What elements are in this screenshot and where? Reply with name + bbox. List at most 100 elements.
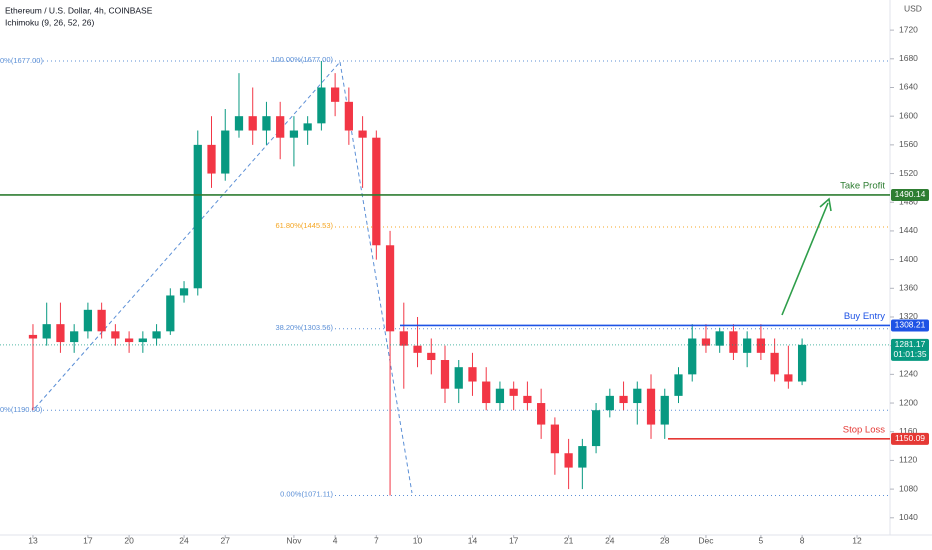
candle-body bbox=[523, 395, 532, 404]
candle-body bbox=[97, 309, 106, 332]
candle-body bbox=[427, 352, 436, 361]
candle-body bbox=[56, 324, 65, 343]
currency-label: USD bbox=[904, 3, 922, 13]
fib-label: 100.00%(1677.00) bbox=[271, 55, 333, 64]
candle-body bbox=[619, 395, 628, 404]
x-tick-label: 17 bbox=[83, 535, 93, 545]
y-tick-label: 1560 bbox=[899, 139, 918, 149]
x-tick-label: 4 bbox=[333, 535, 338, 545]
x-tick-label: 27 bbox=[221, 535, 231, 545]
candle-body bbox=[715, 331, 724, 346]
candle-body bbox=[70, 331, 79, 343]
candle-body bbox=[688, 338, 697, 375]
fib-label: 0%(1190.00) bbox=[0, 405, 43, 414]
fib-label: 0%(1677.00) bbox=[0, 56, 43, 65]
y-tick-label: 1600 bbox=[899, 110, 918, 120]
x-tick-label: 13 bbox=[28, 535, 38, 545]
price-tag-label: 1308.21 bbox=[895, 320, 926, 330]
level-name: Buy Entry bbox=[844, 311, 885, 322]
candle-body bbox=[152, 331, 161, 339]
indicator-label: Ichimoku (9, 26, 52, 26) bbox=[5, 17, 94, 27]
candle-body bbox=[234, 116, 244, 131]
x-tick-label: 24 bbox=[179, 535, 189, 545]
y-tick-label: 1320 bbox=[899, 311, 918, 321]
y-tick-label: 1360 bbox=[899, 283, 918, 293]
candle-body bbox=[660, 395, 669, 425]
x-tick-label: Nov bbox=[286, 535, 302, 545]
candle-body bbox=[207, 144, 216, 174]
x-tick-label: 20 bbox=[124, 535, 134, 545]
countdown-label: 01:01:35 bbox=[893, 349, 926, 359]
price-tag bbox=[891, 338, 929, 361]
candle-body bbox=[111, 331, 120, 339]
x-tick-label: 12 bbox=[852, 535, 862, 545]
projection-arrow bbox=[781, 202, 829, 316]
y-tick-label: 1240 bbox=[899, 369, 918, 379]
candle-body bbox=[344, 101, 353, 131]
y-tick-label: 1400 bbox=[899, 254, 918, 264]
candle-body bbox=[289, 130, 299, 138]
y-tick-label: 1680 bbox=[899, 53, 918, 63]
candle-body bbox=[633, 388, 642, 404]
candle-body bbox=[729, 331, 738, 353]
candle-body bbox=[468, 367, 477, 382]
candle-body bbox=[578, 446, 587, 468]
candle-body bbox=[262, 116, 271, 131]
candle-body bbox=[372, 137, 381, 246]
candle-body bbox=[221, 130, 230, 174]
price-tag bbox=[891, 432, 929, 445]
x-tick-label: 14 bbox=[468, 535, 478, 545]
candle-body bbox=[770, 352, 779, 375]
candle-body bbox=[83, 309, 93, 332]
projection-arrow-head bbox=[819, 197, 832, 212]
x-tick-label: Dec bbox=[698, 535, 714, 545]
y-tick-label: 1080 bbox=[899, 483, 918, 493]
x-tick-label: 7 bbox=[374, 535, 379, 545]
y-tick-label: 1720 bbox=[899, 24, 918, 34]
candle-body bbox=[179, 288, 189, 296]
price-tag-label: 1490.14 bbox=[895, 189, 926, 199]
fib-label: 38.20%(1303.56) bbox=[275, 323, 333, 332]
y-tick-label: 1640 bbox=[899, 82, 918, 92]
candle-body bbox=[591, 410, 601, 447]
candle-body bbox=[537, 403, 546, 425]
fib-label: 0.00%(1071.11) bbox=[280, 489, 333, 498]
fib-label: 61.80%(1445.53) bbox=[275, 221, 333, 230]
x-tick-label: 8 bbox=[800, 535, 805, 545]
candle-body bbox=[166, 295, 175, 332]
candle-body bbox=[564, 453, 573, 468]
last-price-label: 1281.17 bbox=[895, 339, 926, 349]
candle-body bbox=[276, 116, 285, 138]
candle-body bbox=[138, 338, 147, 343]
candle-body bbox=[358, 130, 367, 138]
candle-body bbox=[385, 245, 395, 332]
candle-body bbox=[28, 334, 38, 339]
price-tag bbox=[891, 319, 929, 332]
x-tick-label: 28 bbox=[660, 535, 670, 545]
x-tick-label: 21 bbox=[564, 535, 574, 545]
candle-body bbox=[193, 144, 202, 289]
y-tick-label: 1440 bbox=[899, 225, 918, 235]
price-tag-label: 1150.09 bbox=[895, 433, 925, 443]
candle-body bbox=[303, 123, 312, 131]
x-tick-label: 24 bbox=[605, 535, 615, 545]
y-tick-label: 1120 bbox=[899, 455, 918, 465]
y-tick-label: 1480 bbox=[899, 196, 918, 206]
level-name: Take Profit bbox=[840, 180, 885, 191]
y-tick-label: 1040 bbox=[899, 512, 918, 522]
price-tag bbox=[891, 188, 929, 201]
candle-body bbox=[605, 395, 614, 411]
y-tick-label: 1160 bbox=[899, 426, 918, 436]
fib-trend-line bbox=[339, 61, 413, 494]
y-tick-label: 1200 bbox=[899, 397, 918, 407]
candle-body bbox=[743, 338, 752, 353]
chart-title: Ethereum / U.S. Dollar, 4h, COINBASE bbox=[5, 5, 153, 15]
candle-body bbox=[124, 338, 134, 343]
candle-body bbox=[646, 388, 656, 425]
candle-body bbox=[495, 388, 505, 404]
candle-body bbox=[317, 87, 326, 124]
candle-body bbox=[550, 424, 559, 454]
candle-body bbox=[797, 344, 807, 382]
